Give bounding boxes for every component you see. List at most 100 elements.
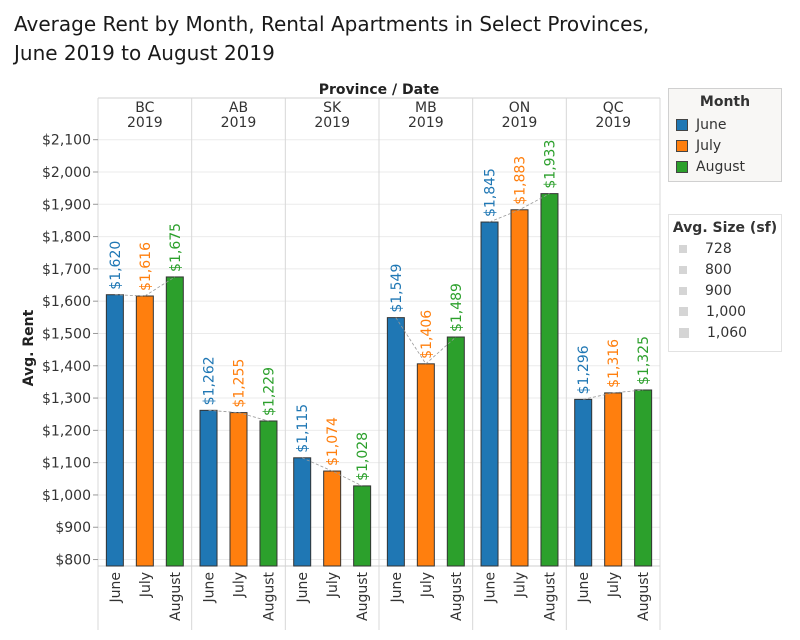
legend-label: July	[696, 137, 722, 154]
size-legend-title: Avg. Size (sf)	[672, 220, 778, 236]
data-label: $1,845	[483, 168, 499, 217]
trend-line	[395, 317, 457, 365]
category-label: June	[483, 572, 499, 604]
size-label: 728	[705, 240, 732, 257]
year-header: 2019	[408, 115, 444, 131]
category-label: July	[325, 572, 341, 598]
category-label: June	[108, 572, 124, 604]
province-header: AB	[229, 100, 248, 116]
y-tick-label: $1,400	[42, 359, 91, 375]
month-legend[interactable]: Month June July August	[668, 88, 782, 182]
june-swatch	[676, 118, 688, 131]
data-label: $1,316	[606, 339, 622, 388]
bar-june	[293, 457, 312, 567]
size-swatch	[679, 265, 687, 274]
data-label: $1,933	[542, 140, 558, 189]
data-label: $1,028	[355, 432, 371, 481]
category-label: June	[576, 572, 592, 604]
bar-august	[634, 389, 653, 567]
category-label: June	[389, 572, 405, 604]
bar-june	[386, 317, 405, 567]
july-swatch	[676, 139, 688, 152]
trend-line	[208, 409, 269, 422]
category-label: July	[606, 572, 622, 598]
y-axis-label: Avg. Rent	[21, 309, 37, 386]
data-label: $1,620	[108, 241, 124, 290]
y-tick-label: $2,000	[42, 165, 91, 181]
size-legend-item[interactable]: 900	[669, 280, 781, 301]
month-legend-title: Month	[699, 94, 751, 110]
province-header: QC	[603, 100, 624, 116]
size-legend-item[interactable]: 800	[669, 259, 781, 280]
size-label: 1,060	[707, 324, 748, 341]
y-tick-label: $1,800	[42, 230, 91, 246]
year-header: 2019	[595, 115, 631, 131]
y-tick-label: $1,900	[42, 197, 91, 213]
bar-july	[416, 363, 435, 567]
size-label: 800	[705, 261, 732, 278]
bar-june	[199, 409, 218, 567]
bar-june	[105, 294, 124, 567]
category-label: August	[261, 571, 277, 621]
size-swatch	[679, 307, 688, 316]
province-header: BC	[135, 100, 154, 116]
data-label: $1,489	[449, 283, 465, 332]
data-label: $1,325	[636, 336, 652, 385]
trend-line	[489, 193, 550, 223]
category-label: July	[419, 572, 435, 598]
data-label: $1,115	[295, 404, 311, 453]
data-label: $1,296	[576, 345, 592, 394]
y-tick-label: $1,300	[42, 391, 91, 407]
category-label: August	[355, 571, 371, 621]
category-label: July	[513, 572, 529, 598]
size-legend-item[interactable]: 1,000	[669, 301, 781, 322]
size-legend-item[interactable]: 1,060	[669, 322, 781, 343]
legend-item-august[interactable]: August	[669, 156, 781, 177]
august-swatch	[676, 160, 688, 173]
year-header: 2019	[502, 115, 538, 131]
y-tick-label: $1,700	[42, 262, 91, 278]
year-header: 2019	[314, 115, 350, 131]
data-label: $1,675	[168, 223, 184, 272]
data-label: $1,549	[389, 264, 405, 313]
y-tick-label: $1,100	[42, 456, 91, 472]
bar-july	[510, 209, 529, 567]
trend-line	[114, 276, 176, 297]
bar-july	[229, 412, 248, 567]
header-label: Province / Date	[319, 82, 440, 98]
category-label: August	[449, 571, 465, 621]
trend-line	[302, 457, 363, 487]
size-legend-item[interactable]: 728	[669, 238, 781, 259]
bar-june	[480, 221, 499, 567]
legend-item-july[interactable]: July	[669, 135, 781, 156]
bar-august	[540, 193, 559, 567]
size-legend[interactable]: Avg. Size (sf) 728 800 900 1,000 1,060	[668, 214, 782, 352]
legend-label: June	[696, 116, 727, 133]
y-tick-label: $900	[55, 520, 91, 536]
data-label: $1,255	[232, 359, 248, 408]
data-label: $1,229	[261, 367, 277, 416]
category-label: July	[138, 572, 154, 598]
y-tick-label: $1,500	[42, 326, 91, 342]
y-tick-label: $800	[55, 553, 91, 569]
size-swatch	[679, 244, 687, 253]
data-label: $1,883	[513, 156, 529, 205]
bar-july	[135, 295, 154, 567]
bar-august	[446, 336, 465, 567]
size-swatch	[679, 286, 687, 295]
legend-item-june[interactable]: June	[669, 114, 781, 135]
data-label: $1,406	[419, 310, 435, 359]
province-header: MB	[415, 100, 437, 116]
year-header: 2019	[221, 115, 257, 131]
data-label: $1,616	[138, 242, 154, 291]
category-label: August	[168, 571, 184, 621]
bar-june	[574, 398, 593, 567]
legend-label: August	[696, 158, 745, 175]
category-label: June	[295, 572, 311, 604]
data-label: $1,262	[202, 356, 218, 405]
category-label: June	[202, 572, 218, 604]
size-label: 900	[705, 282, 732, 299]
category-label: August	[542, 571, 558, 621]
bar-august	[353, 485, 372, 567]
